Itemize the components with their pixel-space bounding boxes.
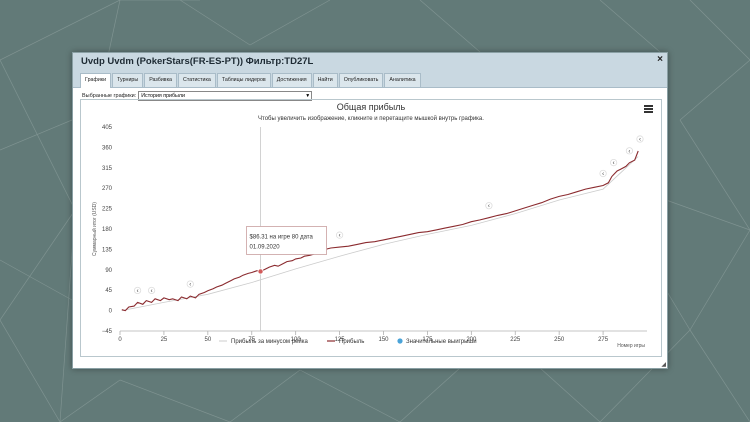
big-win-marker-glyph: ‹: [137, 288, 139, 294]
graph-selector: Выбранные графики: История прибыли ▼: [82, 91, 313, 101]
tab-statistics[interactable]: Статистика: [178, 73, 216, 87]
y-tick-label: 225: [102, 207, 113, 213]
big-win-marker-glyph: ‹: [339, 233, 341, 239]
close-icon[interactable]: ×: [657, 54, 663, 65]
y-tick-label: 45: [105, 288, 112, 294]
tabs: Графики Турниры Разбивка Статистика Табл…: [80, 73, 422, 88]
x-tick-label: 200: [466, 337, 477, 343]
tab-tournaments[interactable]: Турниры: [112, 73, 144, 87]
y-tick-label: 180: [102, 227, 113, 233]
graph-selector-label: Выбранные графики:: [82, 93, 137, 99]
big-win-marker[interactable]: [485, 202, 493, 210]
resize-handle-icon[interactable]: ◢: [661, 362, 666, 368]
big-win-marker-glyph: ‹: [151, 288, 153, 294]
x-tick-label: 225: [510, 337, 521, 343]
graph-window: Uvdp Uvdm (PokerStars(FR-ES-PT)) Фильтр:…: [72, 52, 668, 369]
y-tick-label: 135: [102, 247, 113, 253]
chart-menu-icon[interactable]: [644, 105, 653, 113]
series-line-profit: [121, 150, 639, 312]
big-win-marker[interactable]: [610, 158, 618, 167]
big-win-marker-glyph: ‹: [602, 171, 604, 177]
big-win-marker[interactable]: [186, 280, 194, 288]
big-win-marker[interactable]: [133, 286, 142, 295]
x-tick-label: 50: [204, 337, 211, 343]
legend-no-rake: Прибыль за минусом рейка: [231, 338, 309, 345]
window-titlebar[interactable]: Uvdp Uvdm (PokerStars(FR-ES-PT)) Фильтр:…: [73, 53, 667, 70]
y-tick-label: 270: [102, 186, 113, 192]
legend-big-wins: Значительные выигрыши: [406, 339, 477, 345]
big-win-marker-glyph: ‹: [488, 204, 490, 210]
tab-breakdown[interactable]: Разбивка: [144, 73, 177, 87]
x-tick-label: 0: [118, 337, 122, 343]
graph-select-dropdown[interactable]: История прибыли ▼: [138, 91, 313, 101]
y-tick-label: −45: [102, 329, 113, 335]
tab-find[interactable]: Найти: [312, 73, 338, 87]
chart-title: Общая прибыль: [337, 102, 406, 112]
big-win-marker-glyph: ‹: [613, 161, 615, 167]
chart-container[interactable]: Общая прибыль Чтобы увеличить изображение…: [80, 99, 662, 357]
y-tick-label: 0: [109, 309, 113, 315]
big-win-marker[interactable]: [599, 169, 607, 178]
legend-profit: Прибыль: [339, 339, 364, 345]
big-win-marker[interactable]: [625, 147, 634, 155]
hover-point[interactable]: [257, 268, 264, 275]
x-tick-label: 250: [554, 337, 565, 343]
tooltip-box: [246, 226, 327, 255]
tooltip-line-1: $86.31 на игре 80 дата: [250, 234, 314, 240]
chart-subtitle: Чтобы увеличить изображение, кликните и …: [258, 115, 484, 122]
legend-marker-big-wins: [397, 338, 403, 344]
tab-leaderboards[interactable]: Таблицы лидеров: [216, 73, 271, 87]
x-tick-label: 25: [161, 337, 168, 343]
x-tick-label: 275: [598, 337, 609, 343]
y-tick-label: 360: [102, 145, 113, 151]
series-line-profit-no-rake: [121, 156, 639, 311]
x-tick-label: 150: [378, 337, 389, 343]
big-win-marker[interactable]: [636, 135, 644, 143]
x-tick-label: 75: [248, 337, 255, 343]
tab-bar: Графики Турниры Разбивка Статистика Табл…: [73, 70, 667, 88]
tab-graphs[interactable]: Графики: [80, 73, 112, 88]
chevron-down-icon: ▼: [305, 93, 311, 99]
y-axis-title: Суммарный итог (USD): [91, 202, 98, 256]
big-win-marker-glyph: ‹: [628, 149, 630, 155]
big-win-marker-glyph: ‹: [639, 137, 641, 143]
profit-chart[interactable]: Общая прибыль Чтобы увеличить изображение…: [81, 100, 661, 356]
y-tick-label: 315: [102, 166, 113, 172]
graph-select-value: История прибыли: [141, 93, 185, 99]
tab-publish[interactable]: Опубликовать: [338, 73, 384, 87]
big-win-marker[interactable]: [148, 286, 156, 295]
x-tick-label: 125: [335, 337, 346, 343]
x-tick-label: 100: [291, 337, 302, 343]
big-win-marker-glyph: ‹: [189, 282, 191, 288]
tab-analytics[interactable]: Аналитика: [384, 73, 421, 87]
tooltip-line-2: 01.09.2020: [250, 244, 281, 250]
big-win-marker[interactable]: [335, 231, 344, 239]
y-tick-label: 90: [105, 268, 112, 274]
y-tick-label: 405: [102, 125, 113, 131]
window-title: Uvdp Uvdm (PokerStars(FR-ES-PT)) Фильтр:…: [81, 56, 314, 67]
x-tick-label: 175: [422, 337, 433, 343]
tab-achievements[interactable]: Достижения: [271, 73, 312, 87]
x-axis-title: Номер игры: [617, 343, 645, 349]
